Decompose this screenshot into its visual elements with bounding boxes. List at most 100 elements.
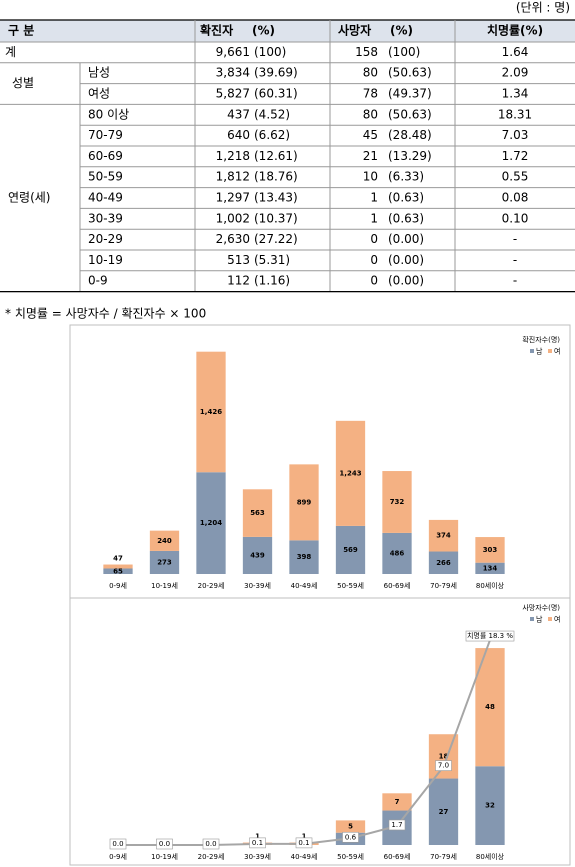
data-label: 398 bbox=[297, 553, 312, 561]
table-cell: 0.55 bbox=[502, 170, 529, 184]
table-cell: 158 bbox=[355, 45, 378, 59]
table-cell: (39.69) bbox=[254, 66, 298, 80]
data-label: 374 bbox=[436, 532, 451, 540]
x-tick-label: 60-69세 bbox=[384, 581, 411, 590]
bar-segment bbox=[475, 766, 505, 845]
bar-segment bbox=[428, 778, 459, 845]
rate-label-box bbox=[435, 760, 452, 771]
x-tick-label: 80세이상 bbox=[476, 581, 505, 590]
rate-label-box bbox=[295, 837, 313, 849]
row-label: 40-49 bbox=[88, 191, 123, 205]
rate-label: 0.1 bbox=[298, 839, 309, 847]
bar-segment bbox=[382, 471, 412, 533]
row-label: 30-39 bbox=[88, 211, 123, 225]
bar-segment bbox=[382, 793, 412, 811]
table-cell: - bbox=[513, 232, 517, 246]
data-label: 266 bbox=[436, 559, 451, 567]
x-tick-label: 50-59세 bbox=[337, 581, 364, 590]
data-label: 65 bbox=[113, 567, 123, 575]
bar-segment bbox=[196, 351, 226, 473]
data-label: 732 bbox=[390, 498, 405, 506]
footnote: * 치명률 = 사망자수 / 확진자수 × 100 bbox=[5, 307, 206, 321]
legend-swatch bbox=[530, 349, 534, 353]
row-label: 0-9 bbox=[88, 274, 108, 288]
table-cell: 5,827 bbox=[216, 87, 250, 101]
x-tick-label: 70-79세 bbox=[430, 581, 457, 590]
x-tick-label: 50-59세 bbox=[337, 852, 364, 861]
table-cell: 2,630 bbox=[216, 232, 250, 246]
data-label: 1 bbox=[302, 833, 307, 841]
table-cell: (12.61) bbox=[254, 149, 298, 163]
data-label: 563 bbox=[250, 509, 265, 517]
table-cell: 7.03 bbox=[502, 128, 529, 142]
table-cell: - bbox=[513, 274, 517, 288]
table-cell: (28.48) bbox=[388, 128, 432, 142]
x-tick-label: 80세이상 bbox=[476, 852, 505, 861]
table-cell: 437 bbox=[227, 107, 250, 121]
rate-label-box bbox=[342, 831, 359, 843]
bar-segment bbox=[289, 540, 319, 574]
row-label: 80 이상 bbox=[88, 107, 129, 121]
table-cell: (50.63) bbox=[388, 107, 432, 121]
x-tick-label: 0-9세 bbox=[109, 852, 127, 861]
table-cell: 3,834 bbox=[216, 66, 250, 80]
x-tick-label: 40-49세 bbox=[291, 581, 318, 590]
rate-label: 1.7 bbox=[391, 821, 402, 829]
bar-segment bbox=[289, 464, 319, 541]
x-tick-label: 30-39세 bbox=[244, 581, 271, 590]
row-label: 계 bbox=[5, 45, 16, 59]
x-tick-label: 30-39세 bbox=[244, 852, 271, 861]
rate-label-box bbox=[109, 838, 127, 850]
legend-label: 남 bbox=[536, 615, 543, 624]
legend-label: 여 bbox=[554, 347, 560, 356]
table-cell: 640 bbox=[227, 128, 250, 142]
table-cell: - bbox=[513, 253, 517, 267]
table-cell: 10 bbox=[363, 170, 378, 184]
data-label: 27 bbox=[439, 808, 449, 816]
row-label: 60-69 bbox=[88, 149, 123, 163]
x-tick-label: 20-29세 bbox=[198, 581, 225, 590]
data-label: 47 bbox=[113, 555, 123, 563]
data-label: 1,243 bbox=[339, 469, 361, 477]
table-cell: (0.63) bbox=[388, 191, 424, 205]
table-cell: (13.43) bbox=[254, 191, 298, 205]
bar-segment bbox=[475, 562, 505, 574]
rate-label: 0.6 bbox=[345, 833, 357, 841]
table-cell: 0 bbox=[370, 232, 378, 246]
bar-segment bbox=[382, 532, 412, 574]
table-cell: 78 bbox=[363, 87, 378, 101]
x-tick-label: 10-19세 bbox=[151, 581, 178, 590]
table-cell: 513 bbox=[227, 253, 250, 267]
data-label: 303 bbox=[483, 546, 498, 554]
bar-segment bbox=[428, 551, 459, 574]
table-cell: (1.16) bbox=[254, 274, 290, 288]
table-cell: 0 bbox=[370, 274, 378, 288]
data-label: 486 bbox=[390, 549, 405, 557]
bar-segment bbox=[335, 525, 366, 574]
table-cell: 1,812 bbox=[216, 170, 250, 184]
table-cell: (18.76) bbox=[254, 170, 298, 184]
row-label: 10-19 bbox=[88, 253, 123, 267]
data-label: 7 bbox=[395, 798, 400, 806]
row-label: 70-79 bbox=[88, 128, 123, 142]
header-cell: 구 분 bbox=[8, 24, 34, 38]
row-label: 20-29 bbox=[88, 232, 123, 246]
table-cell: (5.31) bbox=[254, 253, 290, 267]
data-label: 18 bbox=[439, 752, 449, 760]
table-cell: 2.09 bbox=[502, 66, 529, 80]
table-cell: 0 bbox=[370, 253, 378, 267]
legend-label: 여 bbox=[554, 615, 560, 624]
data-label: 240 bbox=[157, 537, 172, 545]
header-cell: (%) bbox=[252, 24, 275, 38]
table-cell: 1.34 bbox=[502, 87, 529, 101]
table-cell: (100) bbox=[388, 45, 420, 59]
row-label: 여성 bbox=[88, 87, 110, 101]
legend-swatch bbox=[548, 349, 552, 353]
table-cell: (0.00) bbox=[388, 253, 424, 267]
table-cell: (27.22) bbox=[254, 232, 298, 246]
x-tick-label: 20-29세 bbox=[198, 852, 225, 861]
table-cell: 18.31 bbox=[498, 107, 532, 121]
header-bg bbox=[0, 20, 575, 42]
x-tick-label: 40-49세 bbox=[291, 852, 318, 861]
